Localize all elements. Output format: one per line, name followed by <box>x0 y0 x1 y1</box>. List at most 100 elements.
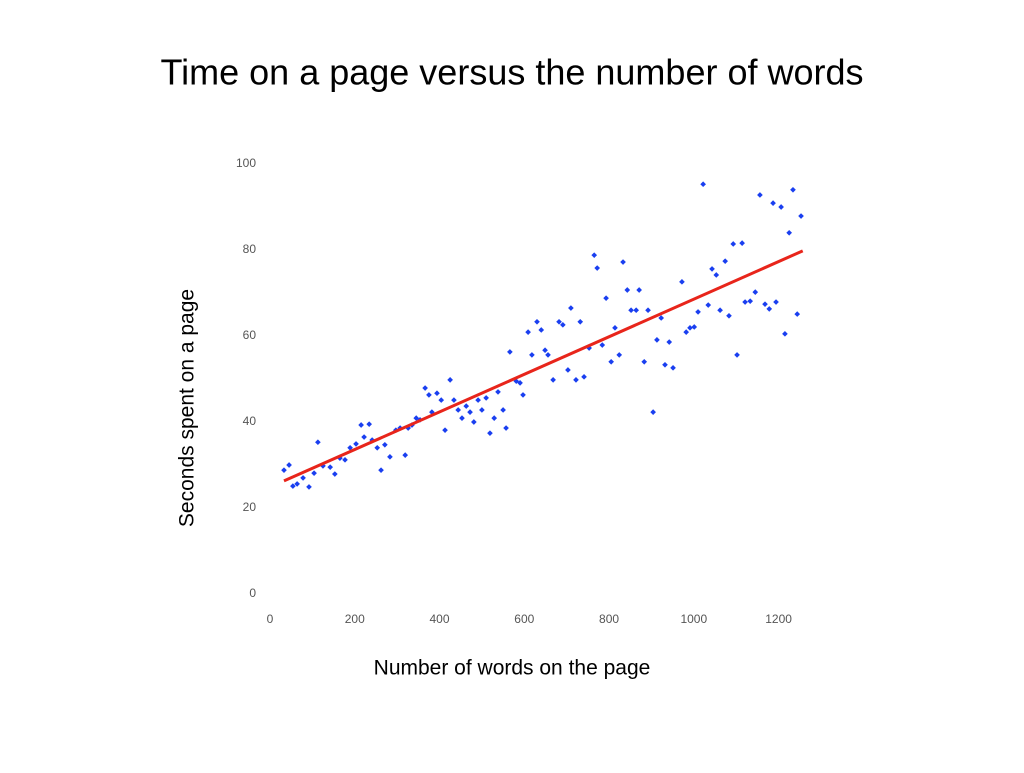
scatter-point <box>612 325 618 331</box>
scatter-point <box>447 377 453 383</box>
scatter-point <box>353 441 359 447</box>
scatter-point <box>700 181 706 188</box>
scatter-point <box>300 475 306 481</box>
scatter-point <box>628 307 634 314</box>
scatter-point <box>483 395 489 401</box>
scatter-point <box>650 409 656 415</box>
scatter-point <box>534 318 540 325</box>
scatter-point <box>382 441 388 448</box>
y-axis-label: Seconds spent on a page <box>176 289 199 527</box>
scatter-point <box>757 192 763 198</box>
scatter-point <box>467 409 473 415</box>
scatter-point <box>426 392 432 398</box>
x-tick-label: 400 <box>430 612 450 626</box>
scatter-point <box>520 392 526 398</box>
scatter-point <box>742 299 748 305</box>
scatter-point <box>475 397 481 403</box>
scatter-point <box>705 302 712 308</box>
scatter-point <box>645 307 651 314</box>
scatter-point <box>281 467 287 473</box>
scatter-point <box>507 349 513 355</box>
scatter-point <box>294 481 300 487</box>
scatter-point <box>290 483 296 489</box>
scatter-point <box>734 352 740 358</box>
scatter-point <box>479 407 485 413</box>
scatter-point <box>560 321 566 328</box>
scatter-point <box>608 358 614 365</box>
scatter-point <box>459 415 465 421</box>
scatter-point <box>311 470 317 476</box>
scatter-point <box>434 390 440 397</box>
scatter-point <box>286 462 292 468</box>
scatter-point <box>679 278 685 285</box>
scatter-point <box>542 347 548 354</box>
scatter-point <box>709 266 715 272</box>
scatter-point <box>726 312 732 319</box>
scatter-point <box>739 240 745 246</box>
scatter-point <box>387 454 393 460</box>
scatter-point <box>786 229 792 236</box>
scatter-point <box>451 397 457 403</box>
scatter-point <box>752 289 759 295</box>
scatter-point <box>717 307 723 314</box>
scatter-point <box>517 380 523 386</box>
scatter-point <box>529 352 535 358</box>
scatter-point <box>620 259 626 265</box>
y-tick-label: 80 <box>243 242 257 256</box>
y-tick-label: 20 <box>243 500 257 514</box>
scatter-point <box>568 305 574 311</box>
scatter-point <box>332 471 338 477</box>
scatter-point <box>762 301 768 308</box>
scatter-point <box>713 272 720 278</box>
scatter-point <box>603 295 609 301</box>
scatter-point <box>366 421 372 427</box>
scatter-point <box>773 299 779 305</box>
scatter-point <box>455 407 461 413</box>
scatter-point <box>487 430 493 437</box>
scatter-point <box>766 306 773 312</box>
scatter-point <box>358 422 364 428</box>
x-tick-label: 1000 <box>680 612 707 626</box>
scatter-point <box>770 200 776 206</box>
scatter-point <box>306 484 312 490</box>
scatter-point <box>538 327 545 333</box>
scatter-point <box>503 425 509 431</box>
scatter-point <box>794 311 801 317</box>
scatter-point <box>573 377 579 383</box>
scatter-point <box>687 325 693 331</box>
x-axis-label: Number of words on the page <box>374 657 651 680</box>
scatter-point <box>565 367 571 373</box>
scatter-point <box>666 339 673 345</box>
scatter-point <box>442 427 448 433</box>
scatter-point <box>599 342 606 348</box>
scatter-point <box>594 265 601 271</box>
scatter-point <box>495 389 501 395</box>
y-tick-label: 40 <box>243 414 257 428</box>
x-tick-label: 1200 <box>765 612 792 626</box>
scatter-point <box>327 464 334 470</box>
x-tick-label: 800 <box>599 612 619 626</box>
scatter-point <box>790 186 796 193</box>
scatter-point <box>683 329 690 335</box>
scatter-point <box>658 315 665 321</box>
scatter-point <box>722 258 728 265</box>
scatter-point <box>730 241 737 247</box>
scatter-point <box>491 415 498 421</box>
scatter-point <box>581 374 587 380</box>
scatter-point <box>798 213 804 219</box>
scatter-point <box>525 329 531 335</box>
x-tick-label: 600 <box>514 612 534 626</box>
x-tick-label: 200 <box>345 612 365 626</box>
scatter-point <box>545 352 551 358</box>
scatter-point <box>591 252 598 258</box>
scatter-point <box>691 324 698 330</box>
scatter-point <box>402 452 409 458</box>
scatter-point <box>654 337 660 343</box>
chart-title: Time on a page versus the number of word… <box>160 52 863 93</box>
scatter-point <box>438 397 445 403</box>
scatter-point <box>624 287 631 293</box>
scatter-point <box>636 287 642 293</box>
scatter-point <box>342 457 348 463</box>
